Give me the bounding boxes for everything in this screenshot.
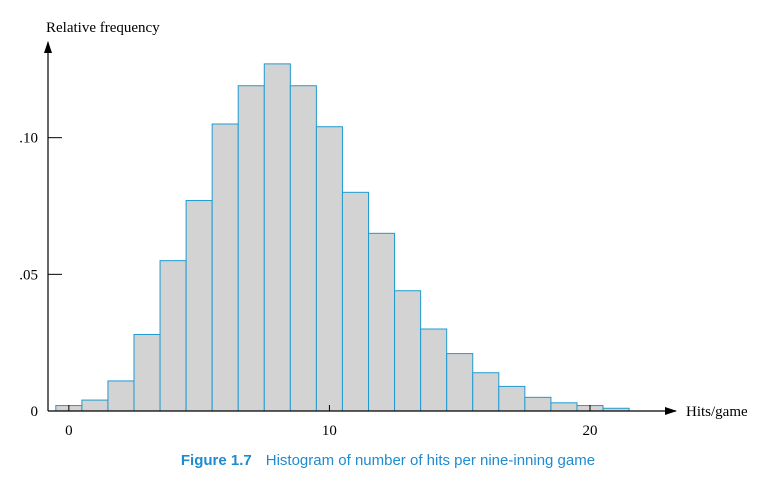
- figure-caption: Figure 1.7 Histogram of number of hits pe…: [0, 452, 776, 469]
- histogram-bar: [289, 85, 317, 412]
- histogram-bar: [524, 396, 552, 412]
- caption-text: Histogram of number of hits per nine-inn…: [265, 452, 596, 469]
- histogram-bar: [498, 385, 526, 412]
- histogram-bar: [107, 380, 135, 412]
- histogram-bar: [263, 63, 291, 412]
- histogram-bar: [81, 399, 109, 412]
- y-axis-label: Relative frequency: [46, 20, 160, 36]
- histogram-bar: [550, 402, 578, 412]
- histogram-bar: [237, 85, 265, 412]
- bars-layer: [55, 63, 630, 412]
- histogram-bar: [315, 126, 343, 412]
- y-tick-label: .05: [19, 267, 38, 283]
- histogram-bar: [420, 328, 448, 412]
- histogram-bar: [211, 123, 239, 412]
- histogram-bar: [159, 260, 187, 412]
- x-tick-label: 0: [65, 423, 73, 439]
- histogram-bar: [368, 232, 396, 412]
- x-axis-label: Hits/game: [686, 404, 748, 420]
- histogram-bar: [446, 353, 474, 412]
- caption-figure-label: Figure 1.7: [180, 452, 252, 469]
- histogram-bar: [133, 333, 161, 412]
- histogram-bar: [472, 372, 500, 412]
- y-tick-label: 0: [31, 404, 39, 420]
- x-tick-label: 10: [322, 423, 337, 439]
- ticks-layer: 0 10 20 0 .05 .10: [19, 131, 597, 439]
- y-tick-label: .10: [19, 131, 38, 147]
- histogram-bar: [185, 200, 213, 412]
- x-tick-label: 20: [583, 423, 598, 439]
- histogram-bar: [394, 290, 422, 412]
- histogram-bar: [341, 191, 370, 412]
